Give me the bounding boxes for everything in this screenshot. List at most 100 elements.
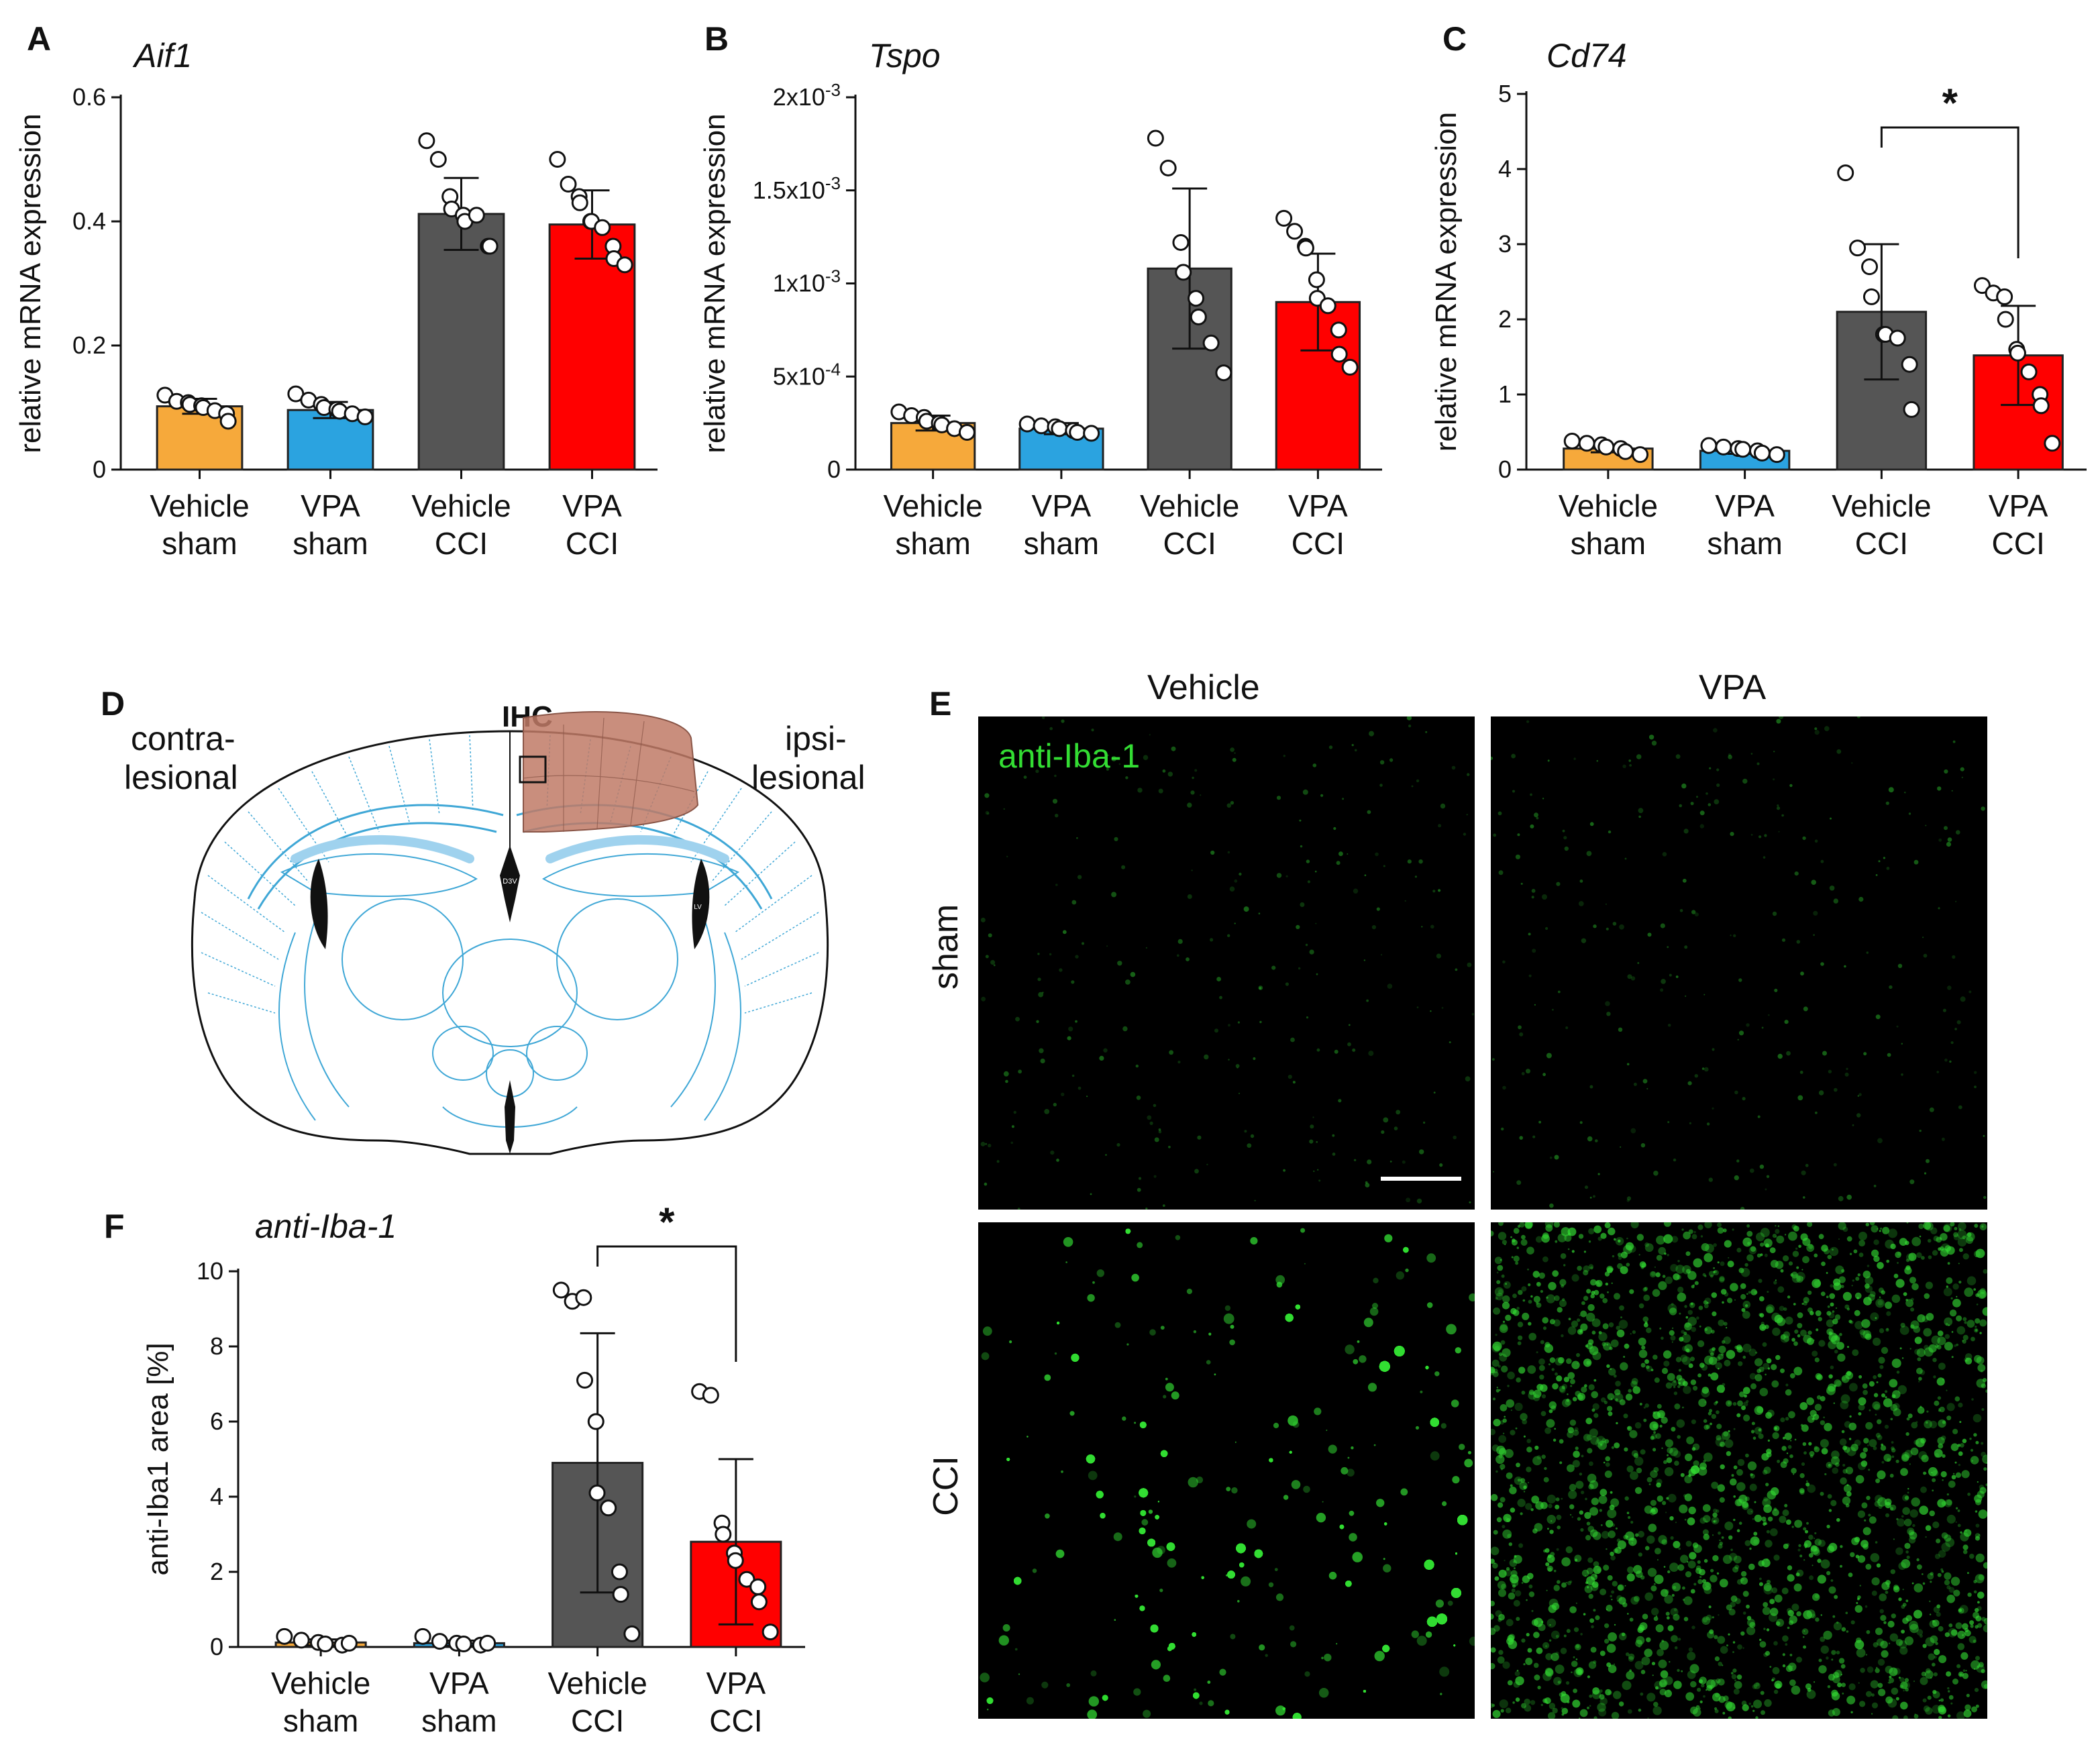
- x-category-label: CCI: [1292, 526, 1345, 561]
- data-point: [2009, 344, 2026, 362]
- data-point: [1159, 159, 1177, 176]
- iba1-signal: [980, 1228, 1475, 1719]
- data-point: [715, 1526, 732, 1543]
- x-category-label: Vehicle: [1832, 488, 1931, 523]
- data-point: [1837, 164, 1854, 182]
- d3v-label: D3V: [503, 877, 517, 886]
- data-point: [431, 1633, 448, 1650]
- scale-bar: [1381, 1177, 1461, 1181]
- data-point: [1901, 356, 1918, 373]
- data-point: [1188, 290, 1205, 307]
- data-point: [1083, 425, 1100, 442]
- data-point: [1849, 239, 1867, 257]
- panel-label-d: D: [101, 685, 125, 723]
- row-header-cci: CCI: [927, 1456, 965, 1516]
- y-axis-label: relative mRNA expression: [14, 113, 47, 453]
- micrograph-vpa-sham: [1491, 716, 1987, 1210]
- data-point: [612, 1586, 629, 1603]
- chart-cd74: C Cd74 relative mRNA expression 0 1 2 3 4 5 Vehic…: [1430, 20, 2087, 561]
- contra-lesional-label-1: contra-: [131, 720, 235, 757]
- data-point: [1172, 233, 1190, 251]
- data-point: [468, 207, 485, 224]
- y-tick-label: 10: [197, 1257, 223, 1285]
- data-point: [356, 408, 374, 425]
- column-header-vehicle: Vehicle: [1147, 668, 1260, 707]
- x-category-label: sham: [1707, 526, 1782, 561]
- data-point: [1768, 446, 1785, 464]
- data-point: [1033, 417, 1050, 435]
- data-point: [455, 1636, 472, 1653]
- data-point: [276, 1628, 293, 1645]
- data-point: [481, 237, 498, 255]
- data-point: [414, 1628, 431, 1645]
- data-point: [1190, 308, 1207, 325]
- significance-marker: *: [659, 1200, 675, 1244]
- x-category-label: VPA: [1032, 488, 1092, 523]
- data-point: [750, 1593, 768, 1611]
- significance-bracket: [1880, 126, 2019, 258]
- data-point: [1700, 437, 1718, 454]
- x-category-label: Vehicle: [150, 488, 249, 523]
- third-ventricle-dorsal: [500, 845, 520, 922]
- x-category-label: VPA: [1989, 488, 2048, 523]
- data-point: [1018, 415, 1036, 433]
- x-category-label: sham: [283, 1703, 358, 1738]
- x-category-label: sham: [162, 526, 237, 561]
- x-category-label: CCI: [1992, 526, 2045, 561]
- data-point: [1275, 209, 1293, 227]
- ihc-region-box: [519, 755, 547, 784]
- x-category-label: sham: [1024, 526, 1099, 561]
- lateral-ventricle-left: [310, 859, 328, 949]
- data-point: [571, 194, 588, 211]
- y-axis-label: relative mRNA expression: [698, 113, 731, 453]
- data-point: [2020, 363, 2038, 380]
- data-point: [479, 1634, 496, 1652]
- micrograph-vehicle-sham: anti-Iba-1: [978, 716, 1475, 1210]
- x-category-label: Vehicle: [547, 1666, 647, 1701]
- y-tick-label: 0: [210, 1633, 223, 1660]
- data-point: [219, 413, 237, 430]
- chart-title: Cd74: [1546, 37, 1627, 74]
- column-header-vpa: VPA: [1699, 668, 1767, 707]
- y-tick-label: 5x10-4: [773, 359, 841, 390]
- x-category-label: VPA: [562, 488, 622, 523]
- significance-bracket: [596, 1245, 737, 1362]
- y-tick-label: 0: [93, 456, 106, 483]
- x-category-label: sham: [895, 526, 970, 561]
- data-point: [1597, 438, 1615, 456]
- data-point: [552, 1281, 570, 1299]
- data-point: [1903, 401, 1920, 418]
- x-category-label: CCI: [1163, 526, 1216, 561]
- x-category-label: VPA: [706, 1666, 766, 1701]
- ipsi-lesional-label-1: ipsi-: [785, 720, 847, 757]
- x-category-label: CCI: [709, 1703, 762, 1738]
- chart-aif1: A Aif1 relative mRNA expression 0 0.2 0.4 0.6 V…: [14, 20, 658, 561]
- y-tick-label: 0.2: [72, 331, 106, 359]
- panel-label-B: B: [704, 20, 729, 58]
- data-point: [317, 1636, 334, 1653]
- x-category-label: Vehicle: [1559, 488, 1658, 523]
- data-point: [616, 256, 633, 274]
- x-category-label: Vehicle: [883, 488, 982, 523]
- iba1-signal: [1491, 716, 1987, 1210]
- data-point: [1734, 441, 1752, 458]
- data-point: [702, 1387, 719, 1404]
- y-tick-label: 2: [210, 1558, 223, 1585]
- y-tick-label: 0.6: [72, 83, 106, 111]
- y-tick-label: 8: [210, 1332, 223, 1360]
- panel-d: D contra- lesional ipsi- lesional IHC: [94, 678, 899, 1174]
- x-category-label: CCI: [571, 1703, 624, 1738]
- data-point: [1563, 432, 1581, 449]
- x-category-label: sham: [293, 526, 368, 561]
- data-point: [738, 1570, 755, 1588]
- data-point: [594, 219, 611, 236]
- data-point: [1330, 345, 1348, 363]
- data-point: [1996, 288, 2013, 305]
- y-tick-label: 2x10-3: [773, 80, 841, 111]
- lesion-region: [523, 711, 699, 833]
- panel-label-e: E: [929, 685, 952, 723]
- data-point: [611, 1563, 628, 1581]
- data-point: [762, 1623, 779, 1641]
- stain-label: anti-Iba-1: [998, 737, 1141, 775]
- panel-label-F: F: [104, 1208, 125, 1245]
